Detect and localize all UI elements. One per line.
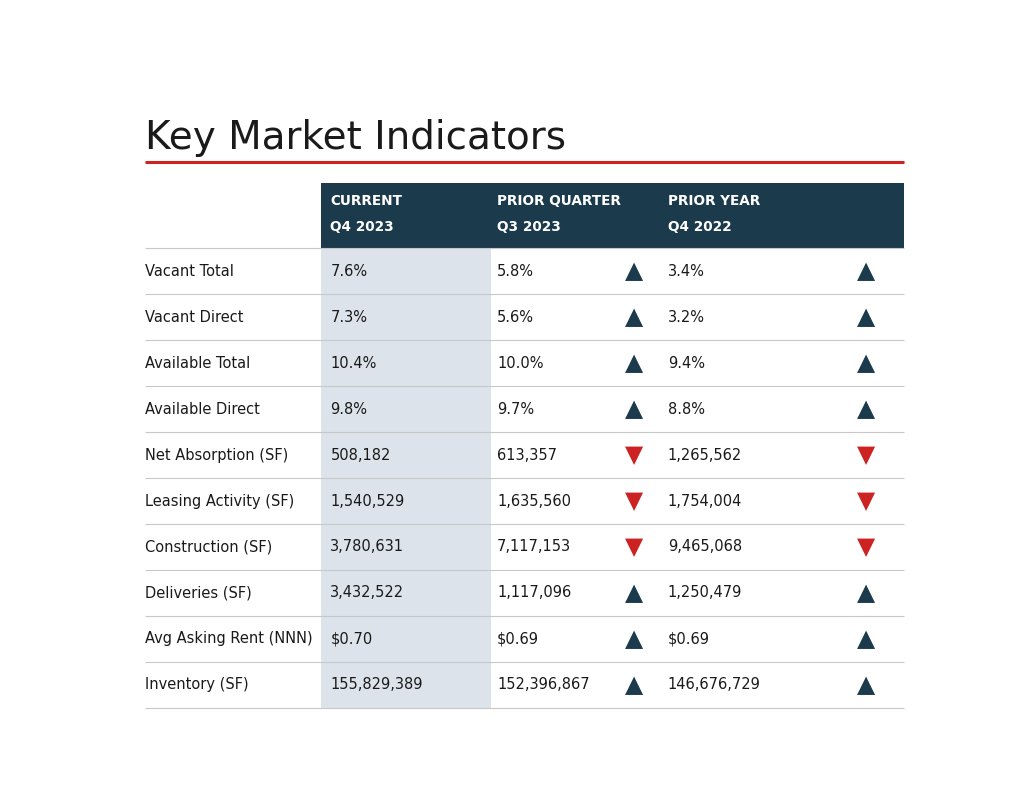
- Text: ▲: ▲: [626, 305, 643, 329]
- Text: 1,754,004: 1,754,004: [668, 494, 742, 508]
- Text: ▲: ▲: [626, 351, 643, 375]
- Text: 155,829,389: 155,829,389: [331, 677, 423, 692]
- Text: 613,357: 613,357: [497, 448, 557, 462]
- Text: 10.0%: 10.0%: [497, 356, 544, 371]
- Text: 1,635,560: 1,635,560: [497, 494, 571, 508]
- Text: 1,265,562: 1,265,562: [668, 448, 742, 462]
- Bar: [321, 183, 904, 248]
- Text: 1,117,096: 1,117,096: [497, 586, 571, 600]
- Text: 5.8%: 5.8%: [497, 263, 535, 279]
- Text: ▲: ▲: [857, 627, 876, 651]
- Text: 1,250,479: 1,250,479: [668, 586, 742, 600]
- Text: 9.4%: 9.4%: [668, 356, 705, 371]
- Text: 508,182: 508,182: [331, 448, 391, 462]
- Text: Inventory (SF): Inventory (SF): [145, 677, 249, 692]
- Text: Available Direct: Available Direct: [145, 402, 260, 417]
- Text: ▼: ▼: [626, 535, 643, 559]
- Text: Leasing Activity (SF): Leasing Activity (SF): [145, 494, 295, 508]
- Bar: [321, 662, 492, 708]
- Text: Construction (SF): Construction (SF): [145, 540, 272, 554]
- Text: Deliveries (SF): Deliveries (SF): [145, 586, 252, 600]
- Text: ▲: ▲: [857, 305, 876, 329]
- Text: 146,676,729: 146,676,729: [668, 677, 761, 692]
- Text: 5.6%: 5.6%: [497, 309, 535, 325]
- Text: 10.4%: 10.4%: [331, 356, 377, 371]
- Bar: [321, 524, 492, 570]
- Text: ▼: ▼: [857, 443, 876, 467]
- Text: Q4 2023: Q4 2023: [331, 220, 394, 234]
- Text: 1,540,529: 1,540,529: [331, 494, 404, 508]
- Text: ▼: ▼: [626, 443, 643, 467]
- Text: ▲: ▲: [626, 581, 643, 605]
- Text: ▲: ▲: [626, 259, 643, 283]
- Text: Available Total: Available Total: [145, 356, 251, 371]
- Text: PRIOR YEAR: PRIOR YEAR: [668, 194, 760, 208]
- Text: 7.3%: 7.3%: [331, 309, 368, 325]
- Text: ▲: ▲: [857, 673, 876, 697]
- Text: 3,432,522: 3,432,522: [331, 586, 404, 600]
- Text: ▼: ▼: [857, 489, 876, 513]
- Text: ▼: ▼: [857, 535, 876, 559]
- Bar: [321, 432, 492, 478]
- Text: ▲: ▲: [626, 397, 643, 421]
- Text: 9.7%: 9.7%: [497, 402, 535, 417]
- Text: 7.6%: 7.6%: [331, 263, 368, 279]
- Bar: [321, 386, 492, 432]
- Text: $0.70: $0.70: [331, 632, 373, 646]
- Text: Key Market Indicators: Key Market Indicators: [145, 119, 566, 157]
- Text: 8.8%: 8.8%: [668, 402, 705, 417]
- Bar: [321, 570, 492, 616]
- Text: ▲: ▲: [857, 397, 876, 421]
- Text: Vacant Direct: Vacant Direct: [145, 309, 244, 325]
- Text: $0.69: $0.69: [497, 632, 539, 646]
- Text: 7,117,153: 7,117,153: [497, 540, 571, 554]
- Text: $0.69: $0.69: [668, 632, 710, 646]
- Text: ▲: ▲: [857, 581, 876, 605]
- Bar: [321, 248, 492, 294]
- Text: CURRENT: CURRENT: [331, 194, 402, 208]
- Text: Vacant Total: Vacant Total: [145, 263, 234, 279]
- Bar: [321, 478, 492, 524]
- Text: 3,780,631: 3,780,631: [331, 540, 404, 554]
- Text: Avg Asking Rent (NNN): Avg Asking Rent (NNN): [145, 632, 313, 646]
- Text: Net Absorption (SF): Net Absorption (SF): [145, 448, 289, 462]
- Bar: [321, 340, 492, 386]
- Text: ▲: ▲: [626, 627, 643, 651]
- Text: 9.8%: 9.8%: [331, 402, 368, 417]
- Text: 9,465,068: 9,465,068: [668, 540, 741, 554]
- Bar: [321, 294, 492, 340]
- Text: ▼: ▼: [626, 489, 643, 513]
- Text: 3.4%: 3.4%: [668, 263, 705, 279]
- Text: Q4 2022: Q4 2022: [668, 220, 731, 234]
- Bar: [321, 616, 492, 662]
- Text: 152,396,867: 152,396,867: [497, 677, 590, 692]
- Text: 3.2%: 3.2%: [668, 309, 705, 325]
- Text: Q3 2023: Q3 2023: [497, 220, 561, 234]
- Text: ▲: ▲: [857, 259, 876, 283]
- Text: ▲: ▲: [626, 673, 643, 697]
- Text: ▲: ▲: [857, 351, 876, 375]
- Text: PRIOR QUARTER: PRIOR QUARTER: [497, 194, 621, 208]
